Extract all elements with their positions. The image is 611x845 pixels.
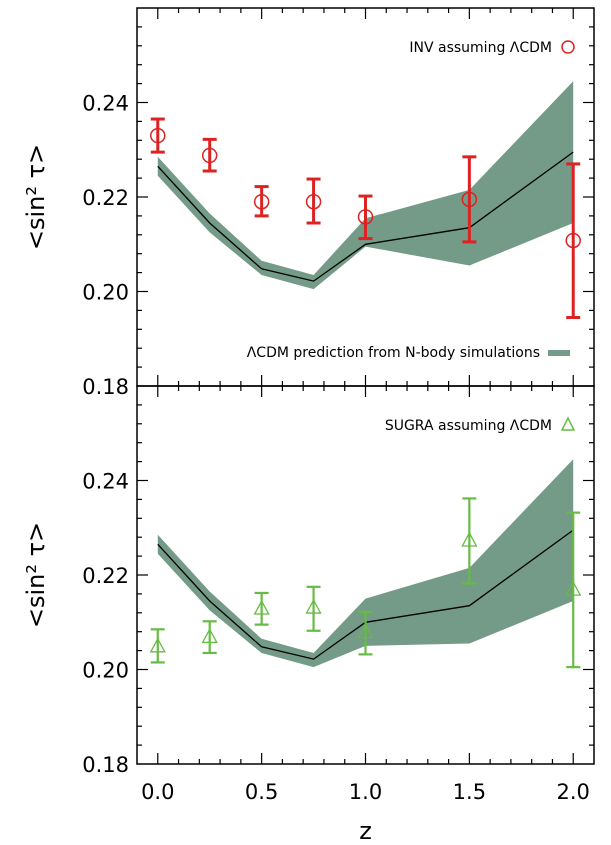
circle-marker	[461, 191, 478, 208]
triangle-marker	[461, 531, 478, 547]
bottom-legend-series: SUGRA assuming ΛCDM	[385, 416, 576, 434]
triangle-marker	[201, 627, 218, 644]
x-tick-label: 2.0	[557, 780, 590, 804]
circle-marker	[357, 209, 374, 225]
bottom-y-axis-label: <sin² τ>	[22, 522, 50, 628]
x-tick-label: 0.5	[245, 780, 278, 804]
top-y-tick-label: 0.22	[82, 186, 129, 210]
triangle-marker	[305, 598, 322, 614]
circle-marker	[150, 127, 166, 144]
legend-band-label: ΛCDM prediction from N-body simulations	[247, 345, 540, 361]
circle-marker	[201, 147, 218, 164]
legend-inv-marker-icon	[561, 40, 575, 54]
triangle-marker	[357, 623, 374, 639]
x-tick-label: 1.5	[453, 780, 486, 804]
bottom-prediction-band	[157, 459, 574, 668]
triangle-marker	[149, 637, 166, 653]
top-panel: 0.18 0.20 0.22 0.24 <sin² τ> INV assuming Λ…	[22, 7, 595, 399]
top-legend-band: ΛCDM prediction from N-body simulations	[247, 345, 570, 361]
x-tick-label: 1.0	[349, 780, 382, 804]
bottom-y-tick-label: 0.20	[82, 659, 129, 683]
bottom-y-tick-label: 0.22	[82, 564, 129, 588]
circle-marker	[253, 193, 270, 210]
triangle-marker	[565, 580, 582, 596]
circle-marker	[565, 232, 581, 249]
circle-marker	[305, 193, 322, 210]
x-axis-label: z	[359, 817, 372, 845]
legend-sugra-label: SUGRA assuming ΛCDM	[385, 418, 552, 434]
bottom-y-tick-label: 0.18	[82, 753, 129, 777]
top-legend-series: INV assuming ΛCDM	[409, 40, 575, 56]
legend-band-swatch	[548, 350, 570, 356]
top-prediction-band	[157, 81, 574, 290]
top-y-tick-label: 0.18	[82, 375, 129, 399]
top-y-axis-label: <sin² τ>	[22, 144, 50, 250]
top-y-tick-label: 0.24	[82, 92, 129, 116]
triangle-marker	[253, 599, 270, 615]
bottom-prediction-line	[157, 529, 574, 660]
top-y-tick-label: 0.20	[82, 281, 129, 305]
legend-inv-label: INV assuming ΛCDM	[409, 40, 552, 56]
x-tick-label: 0.0	[141, 780, 174, 804]
bottom-y-tick-label: 0.24	[82, 470, 129, 494]
bottom-panel: 0.18 0.20 0.22 0.24 0.0 0.5 1.0 1.5 2.0 <sin² τ>…	[22, 385, 595, 845]
legend-sugra-marker-icon	[560, 416, 576, 431]
